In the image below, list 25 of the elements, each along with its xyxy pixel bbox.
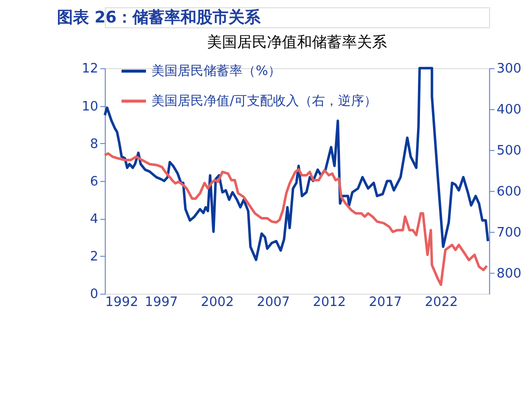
y-tick-label: 4 [90, 212, 98, 228]
y-tick-label: 12 [82, 62, 98, 77]
y-tick-label: 6 [90, 174, 98, 190]
x-tick-label: 2022 [424, 295, 458, 310]
line-series [104, 152, 488, 286]
x-tick-label: 2002 [200, 295, 234, 310]
x-tick-label: 2007 [256, 295, 290, 310]
y2-tick-label: 600 [496, 184, 522, 200]
y-tick-label: 10 [82, 99, 98, 114]
x-tick-label: 1992 [105, 295, 138, 310]
y-tick-label: 8 [90, 136, 98, 152]
x-tick-label: 1997 [144, 295, 178, 310]
y2-tick-label: 300 [496, 62, 522, 77]
legend-label: 美国居民净值/可支配收入（右，逆序） [152, 93, 378, 110]
y2-tick-label: 700 [496, 226, 522, 241]
x-tick-label: 2012 [312, 295, 346, 310]
y-tick-label: 0 [90, 287, 98, 302]
y2-tick-label: 800 [496, 266, 522, 282]
legend-label: 美国居民储蓄率（%） [152, 63, 282, 80]
chart-title: 图表 26：储蓄率和股市关系 [56, 7, 262, 26]
x-tick-label: 2017 [368, 295, 402, 310]
y-tick-label: 2 [90, 250, 98, 265]
y2-tick-label: 500 [496, 144, 522, 159]
y2-tick-label: 400 [496, 102, 522, 118]
chart-subtitle: 美国居民净值和储蓄率关系 [206, 33, 387, 52]
